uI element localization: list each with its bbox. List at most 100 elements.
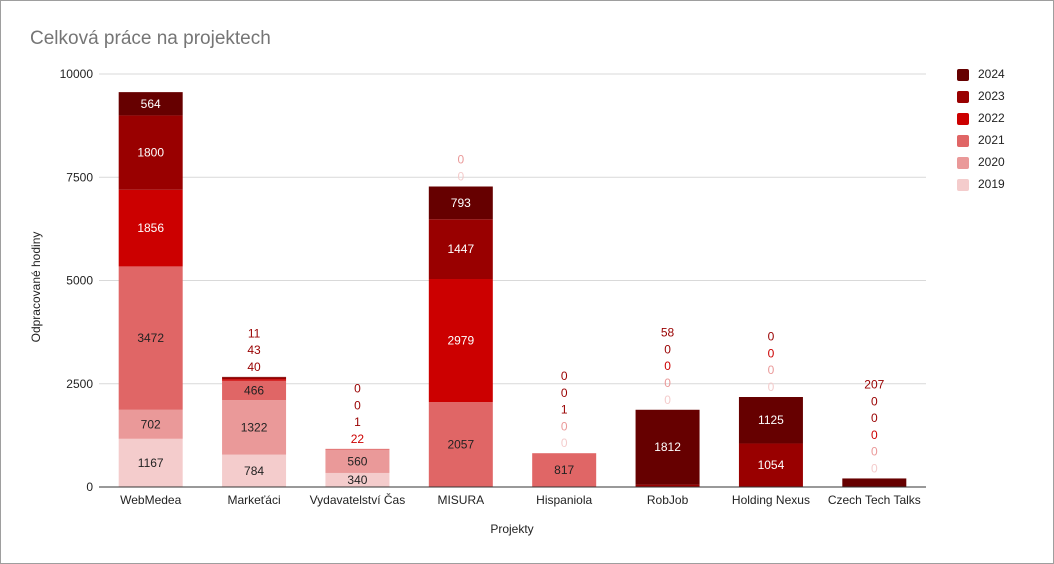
data-label: 3472	[137, 331, 164, 345]
data-label: 0	[871, 411, 878, 425]
legend-swatch	[957, 157, 969, 169]
y-tick-label: 0	[86, 480, 93, 494]
bar-segment	[428, 402, 493, 487]
data-label: 0	[561, 386, 568, 400]
legend-swatch	[957, 113, 969, 125]
data-label: 1856	[137, 221, 164, 235]
bar-segment	[222, 377, 287, 380]
data-label: 1	[561, 403, 568, 417]
x-tick-label: Holding Nexus	[732, 493, 810, 507]
data-label: 340	[347, 473, 367, 487]
data-label: 43	[247, 343, 261, 357]
data-label: 0	[354, 381, 361, 395]
bar-segment	[635, 409, 700, 485]
bar-segment	[118, 266, 183, 410]
x-tick-label: Vydavatelství Čas	[310, 492, 406, 507]
data-label: 817	[554, 463, 574, 477]
data-label: 0	[664, 376, 671, 390]
data-label: 1812	[654, 440, 681, 454]
bar-segment	[222, 380, 287, 401]
data-label: 702	[141, 417, 161, 431]
data-label: 560	[347, 454, 367, 468]
data-label: 1447	[447, 242, 474, 256]
data-label: 0	[871, 461, 878, 475]
data-label: 0	[768, 363, 775, 377]
data-label: 793	[451, 196, 471, 210]
data-label: 0	[871, 428, 878, 442]
x-tick-label: Markeťáci	[227, 493, 280, 507]
bar-segment	[222, 379, 287, 381]
bar-segment	[325, 449, 390, 473]
bar-segment	[842, 478, 907, 487]
data-label: 1	[354, 415, 361, 429]
bar-segment	[428, 279, 493, 403]
data-label: 1054	[758, 458, 785, 472]
legend-label: 2024	[978, 67, 1005, 81]
bar-segment	[635, 484, 700, 487]
x-tick-label: RobJob	[647, 493, 689, 507]
data-label: 40	[247, 360, 261, 374]
data-label: 207	[864, 377, 884, 391]
data-label: 1125	[758, 413, 784, 427]
data-label: 11	[248, 326, 261, 340]
legend-swatch	[957, 91, 969, 103]
x-tick-label: WebMedea	[120, 493, 181, 507]
chart-title: Celková práce na projektech	[30, 28, 271, 49]
bar-segment	[428, 219, 493, 280]
legend-swatch	[957, 69, 969, 81]
data-label: 0	[354, 398, 361, 412]
x-tick-label: Hispaniola	[536, 493, 592, 507]
data-label: 0	[768, 380, 775, 394]
data-label: 0	[664, 359, 671, 373]
bar-segment	[428, 186, 493, 220]
legend-label: 2019	[978, 177, 1005, 191]
x-tick-label: Czech Tech Talks	[828, 493, 921, 507]
data-label: 0	[871, 394, 878, 408]
data-label: 2057	[447, 438, 474, 452]
y-tick-label: 2500	[66, 377, 93, 391]
y-tick-label: 5000	[66, 274, 93, 288]
bar-segment	[118, 92, 183, 116]
data-label: 0	[664, 342, 671, 356]
data-label: 0	[768, 330, 775, 344]
bar-segment	[118, 115, 183, 190]
legend-label: 2022	[978, 111, 1005, 125]
data-label: 2979	[447, 334, 474, 348]
legend-label: 2023	[978, 89, 1005, 103]
data-label: 0	[457, 170, 464, 184]
bar-segment	[118, 189, 183, 267]
data-label: 1322	[241, 420, 268, 434]
bar-segment	[738, 443, 803, 487]
x-axis-title: Projekty	[490, 522, 534, 536]
bar-segment	[118, 438, 183, 487]
data-label: 1800	[137, 146, 164, 160]
bar-segment	[222, 400, 287, 455]
data-label: 0	[457, 153, 464, 167]
bar-segment	[325, 472, 390, 487]
data-label: 0	[871, 445, 878, 459]
data-label: 0	[768, 346, 775, 360]
y-tick-label: 10000	[60, 67, 94, 81]
data-label: 0	[561, 419, 568, 433]
data-label: 466	[244, 383, 264, 397]
data-label: 784	[244, 464, 264, 478]
data-label: 1167	[138, 456, 164, 470]
bar-segment	[118, 409, 183, 439]
y-tick-label: 7500	[66, 170, 93, 184]
legend-swatch	[957, 179, 969, 191]
data-label: 0	[561, 436, 568, 450]
bar-segment	[325, 448, 390, 450]
x-tick-label: MISURA	[437, 493, 484, 507]
data-label: 564	[141, 97, 161, 111]
data-label: 22	[351, 432, 365, 446]
data-label: 0	[561, 369, 568, 383]
bar-segment	[222, 454, 287, 487]
legend-label: 2020	[978, 155, 1005, 169]
data-label: 58	[661, 326, 675, 340]
data-label: 0	[664, 393, 671, 407]
legend-label: 2021	[978, 133, 1005, 147]
bar-segment	[532, 453, 597, 487]
legend-swatch	[957, 135, 969, 147]
